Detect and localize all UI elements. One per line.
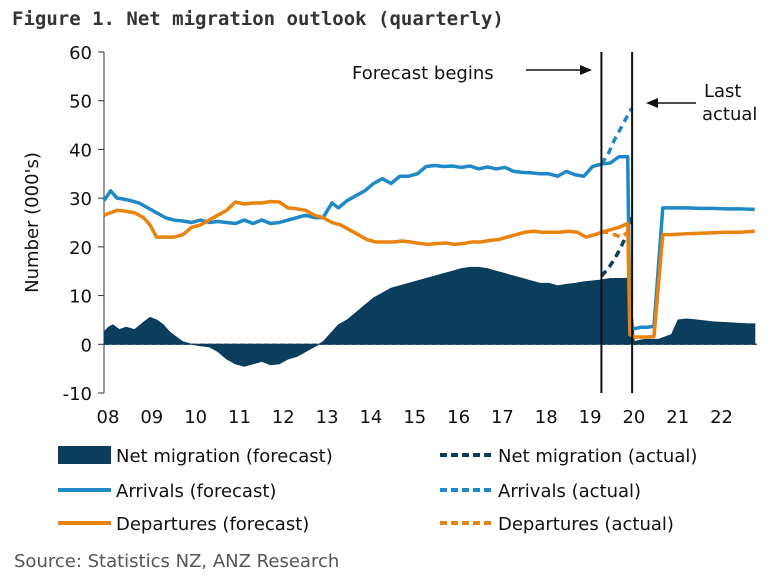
y-tick-label: 60 <box>69 43 92 64</box>
legend-label: Arrivals (forecast) <box>116 481 276 502</box>
arrowhead-last-actual <box>646 98 658 108</box>
legend-label: Departures (actual) <box>498 514 674 535</box>
annotation-last-actual-1: Last <box>704 81 742 102</box>
x-tick-label: 15 <box>403 407 426 428</box>
y-tick-label: 20 <box>69 238 92 259</box>
legend-label: Net migration (actual) <box>498 446 697 467</box>
x-tick-label: 14 <box>359 407 382 428</box>
legend-label: Departures (forecast) <box>116 514 309 535</box>
x-tick-label: 19 <box>579 407 602 428</box>
x-tick-label: 18 <box>535 407 558 428</box>
series-departures-actual <box>601 226 634 239</box>
series-layer <box>102 107 756 367</box>
arrowhead-forecast-begins <box>580 65 592 75</box>
axes-layer: -10 0 10 20 30 40 50 60 08 09 10 11 12 13 14 15 16 17 18 19… <box>22 43 757 428</box>
x-tick-label: 16 <box>447 407 470 428</box>
y-tick-label: 10 <box>69 287 92 308</box>
y-tick-label: 50 <box>69 92 92 113</box>
y-tick-label: -10 <box>63 384 92 405</box>
x-tick-label: 17 <box>491 407 514 428</box>
series-net-migration-forecast <box>103 266 756 367</box>
x-tick-label: 22 <box>710 407 733 428</box>
x-tick-label: 11 <box>228 407 251 428</box>
vline-layer <box>600 52 634 393</box>
y-tick-label: 40 <box>69 140 92 161</box>
annotation-last-actual-2: actual <box>702 104 757 125</box>
source-note: Source: Statistics NZ, ANZ Research <box>14 551 340 572</box>
x-tick-label: 10 <box>184 407 207 428</box>
x-tick-label: 09 <box>140 407 163 428</box>
x-tick-label: 08 <box>97 407 120 428</box>
legend-label: Arrivals (actual) <box>498 481 641 502</box>
y-axis-label: Number (000's) <box>22 152 43 293</box>
legend-key-net-migration-forecast <box>58 446 111 464</box>
legend: Net migration (forecast) Net migration (a… <box>58 446 697 535</box>
annotation-forecast-begins: Forecast begins <box>352 63 494 84</box>
y-tick-label: 30 <box>69 189 92 210</box>
chart-title: Figure 1. Net migration outlook (quarter… <box>12 8 504 30</box>
x-tick-label: 12 <box>272 407 295 428</box>
x-tick-label: 13 <box>316 407 339 428</box>
x-tick-label: 20 <box>622 407 645 428</box>
legend-label: Net migration (forecast) <box>116 446 333 467</box>
y-tick-label: 0 <box>81 335 92 356</box>
x-tick-label: 21 <box>666 407 689 428</box>
